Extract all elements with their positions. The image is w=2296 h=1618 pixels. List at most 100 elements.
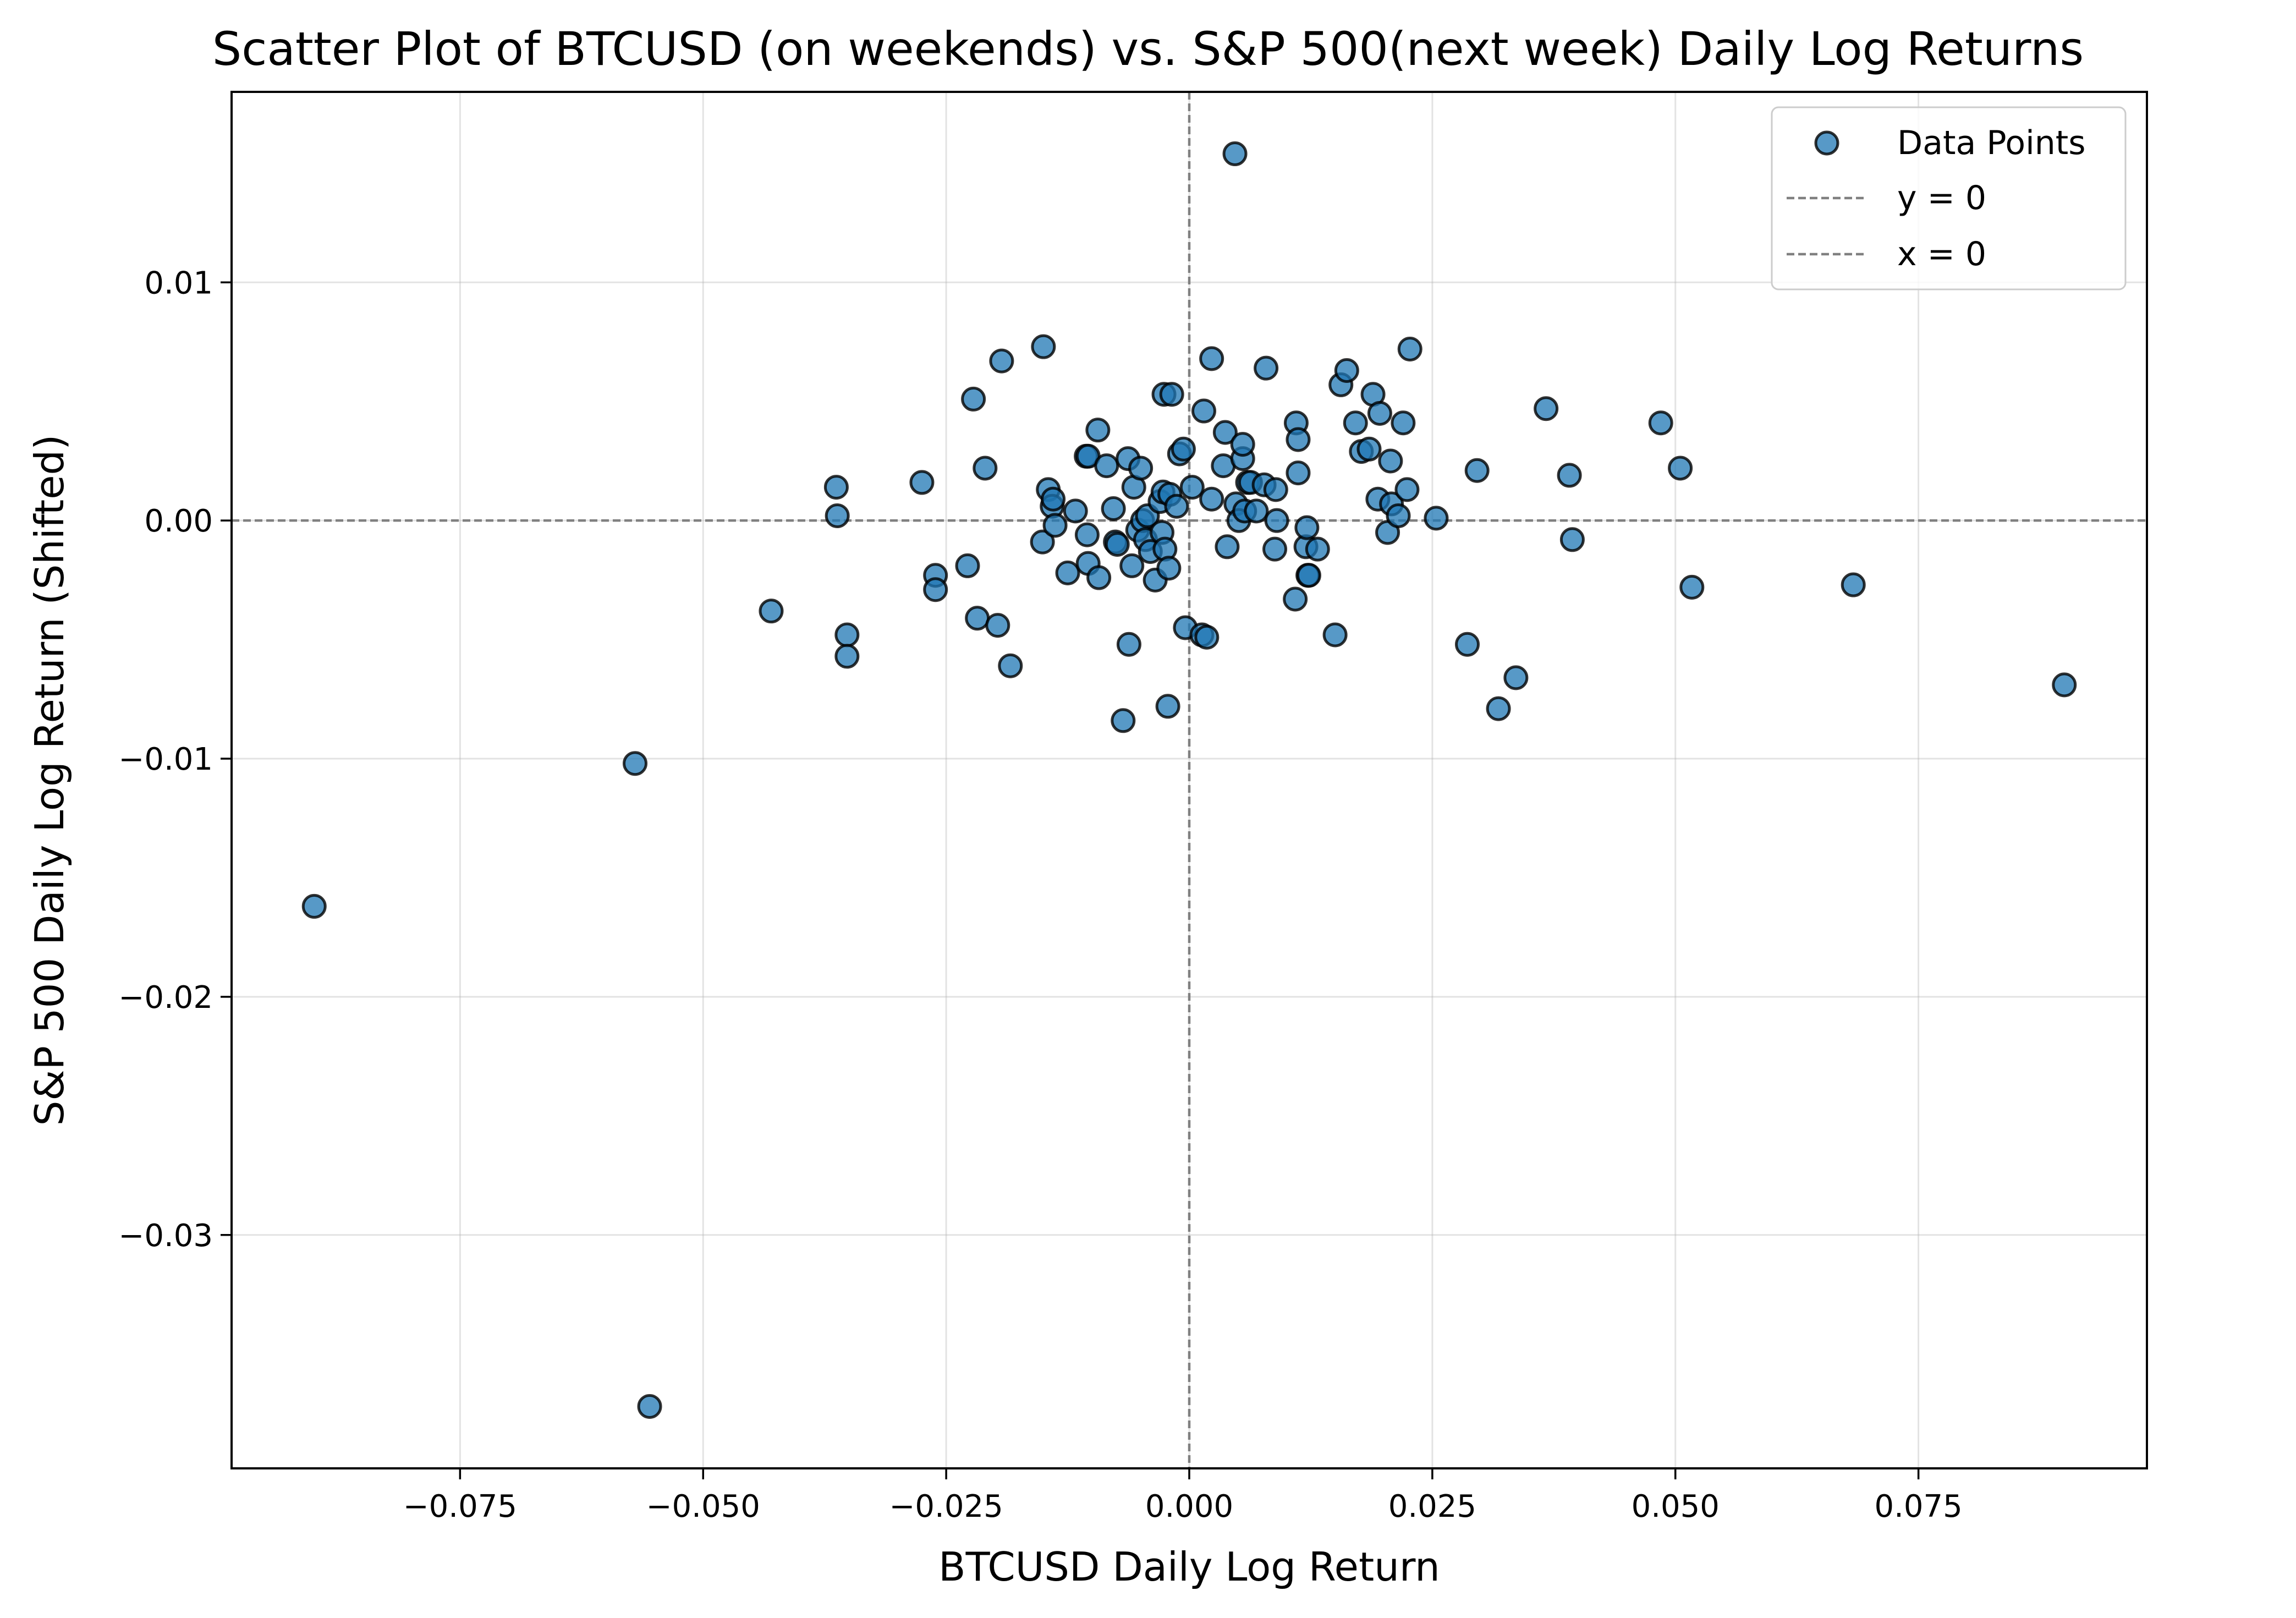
data-point bbox=[1559, 527, 1585, 552]
data-point bbox=[1156, 556, 1182, 581]
data-point bbox=[1367, 401, 1392, 426]
data-point bbox=[1199, 486, 1224, 512]
legend-label-x0: x = 0 bbox=[1897, 235, 1986, 273]
data-point bbox=[823, 475, 849, 500]
data-point bbox=[1086, 565, 1112, 590]
data-point bbox=[1041, 486, 1066, 512]
data-point bbox=[923, 577, 948, 602]
data-point bbox=[1199, 346, 1224, 371]
data-point bbox=[1334, 358, 1359, 383]
data-point bbox=[1486, 696, 1511, 721]
legend: Data Points y = 0 x = 0 bbox=[1771, 106, 2127, 290]
data-point bbox=[1085, 418, 1111, 443]
data-point bbox=[1648, 410, 1673, 436]
data-point bbox=[1455, 632, 1480, 657]
data-point bbox=[989, 348, 1014, 374]
data-point bbox=[1111, 708, 1136, 733]
data-point bbox=[1215, 534, 1240, 560]
data-point bbox=[1119, 553, 1145, 578]
data-point bbox=[1305, 536, 1330, 562]
x-axis-ticks: −0.075 −0.050 −0.025 0.000 0.025 0.050 0.075 bbox=[403, 1468, 1963, 1524]
chart-title: Scatter Plot of BTCUSD (on weekends) vs.… bbox=[212, 22, 2084, 76]
data-point bbox=[1222, 141, 1248, 167]
data-point bbox=[1155, 694, 1180, 719]
data-point bbox=[1055, 560, 1080, 585]
data-point bbox=[1356, 436, 1382, 462]
data-point bbox=[834, 644, 860, 669]
x-tick-label: 0.025 bbox=[1388, 1489, 1476, 1524]
data-point bbox=[2052, 672, 2077, 698]
data-point bbox=[985, 613, 1010, 638]
x-tick-label: −0.025 bbox=[889, 1489, 1003, 1524]
data-point bbox=[1262, 536, 1288, 562]
data-point bbox=[965, 606, 990, 631]
x-tick-label: 0.075 bbox=[1874, 1489, 1962, 1524]
data-point bbox=[1286, 460, 1311, 486]
data-point bbox=[1294, 515, 1320, 540]
data-point bbox=[825, 503, 850, 529]
data-points bbox=[301, 141, 2077, 1419]
data-point bbox=[1394, 477, 1420, 502]
data-point bbox=[1322, 622, 1348, 648]
y-axis-ticks: −0.03 −0.02 −0.01 0.00 0.01 bbox=[118, 265, 232, 1254]
data-point bbox=[1171, 436, 1196, 462]
data-point bbox=[1264, 508, 1289, 533]
data-point bbox=[1378, 448, 1403, 474]
data-point bbox=[1464, 458, 1490, 483]
data-point bbox=[1283, 586, 1308, 612]
data-point bbox=[1668, 456, 1693, 481]
data-point bbox=[759, 599, 784, 624]
y-tick-label: 0.00 bbox=[144, 503, 213, 539]
data-point bbox=[1194, 624, 1220, 650]
data-point bbox=[1230, 432, 1255, 457]
data-point bbox=[637, 1394, 662, 1419]
data-point bbox=[973, 456, 998, 481]
data-point bbox=[1128, 456, 1154, 481]
data-point bbox=[1105, 531, 1130, 557]
reference-lines bbox=[232, 92, 2147, 1468]
data-point bbox=[1263, 477, 1288, 502]
x-tick-label: −0.050 bbox=[646, 1489, 760, 1524]
data-point bbox=[1179, 475, 1205, 500]
data-point bbox=[1386, 503, 1411, 529]
data-point bbox=[1254, 355, 1279, 381]
data-point bbox=[1391, 410, 1416, 436]
data-point bbox=[834, 622, 860, 648]
data-point bbox=[961, 386, 986, 412]
data-point bbox=[1296, 563, 1321, 588]
x-tick-label: 0.000 bbox=[1145, 1489, 1233, 1524]
y-axis-label: S&P 500 Daily Log Return (Shifted) bbox=[26, 435, 73, 1126]
data-point bbox=[1397, 337, 1422, 362]
data-point bbox=[1343, 410, 1368, 436]
data-point bbox=[1116, 632, 1141, 657]
data-point bbox=[1534, 396, 1559, 421]
data-point bbox=[1841, 572, 1866, 597]
data-point bbox=[1030, 529, 1055, 555]
data-point bbox=[1074, 522, 1100, 547]
data-point bbox=[1094, 453, 1119, 479]
legend-label-data-points: Data Points bbox=[1897, 124, 2086, 162]
x-tick-label: −0.075 bbox=[403, 1489, 517, 1524]
x-axis-label: BTCUSD Daily Log Return bbox=[938, 1544, 1440, 1590]
data-point bbox=[301, 893, 327, 919]
data-point bbox=[1557, 463, 1582, 488]
data-point bbox=[1042, 513, 1068, 538]
x-tick-label: 0.050 bbox=[1632, 1489, 1720, 1524]
data-point bbox=[1244, 498, 1269, 524]
data-point bbox=[1063, 498, 1088, 524]
data-point bbox=[623, 751, 648, 776]
legend-marker-data-points bbox=[1814, 130, 1839, 156]
data-point bbox=[1503, 665, 1529, 690]
data-point bbox=[998, 653, 1023, 678]
y-tick-label: −0.01 bbox=[118, 742, 213, 777]
data-point bbox=[1212, 420, 1238, 445]
data-point bbox=[1679, 574, 1705, 600]
legend-label-y0: y = 0 bbox=[1897, 179, 1986, 217]
data-point bbox=[909, 470, 935, 495]
y-tick-label: 0.01 bbox=[144, 265, 213, 301]
data-point bbox=[1286, 427, 1311, 452]
data-point bbox=[1101, 496, 1126, 522]
legend-box bbox=[1771, 106, 2127, 290]
